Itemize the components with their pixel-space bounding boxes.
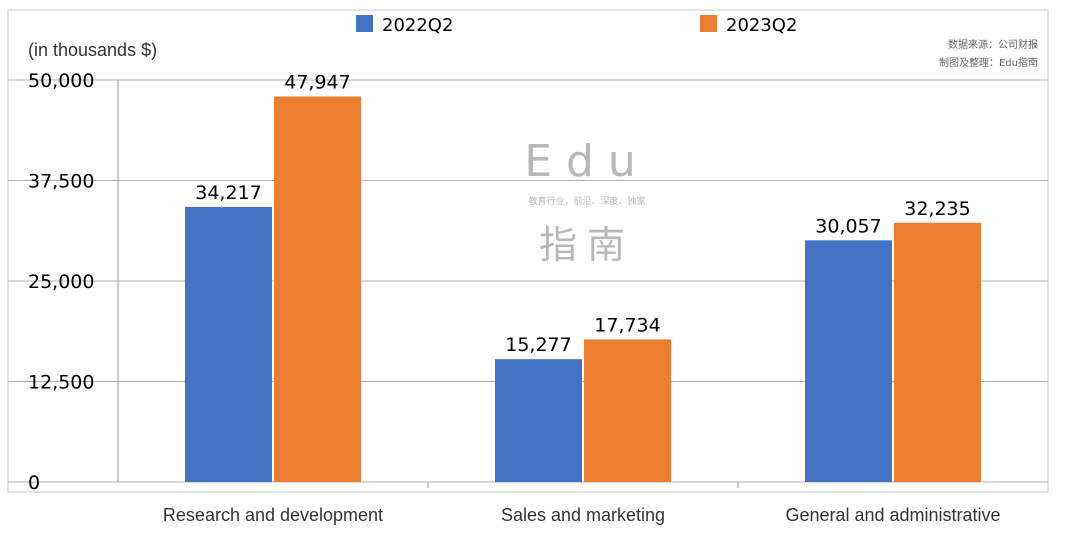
chart-frame bbox=[7, 9, 1049, 493]
bars bbox=[185, 96, 981, 483]
bar-2022Q2 bbox=[185, 206, 272, 482]
bar-2023Q2 bbox=[274, 96, 361, 483]
legend-label: 2023Q2 bbox=[726, 15, 797, 36]
y-tick-label: 50,000 bbox=[28, 70, 94, 92]
bar-2023Q2 bbox=[584, 339, 671, 482]
x-category-label: General and administrative bbox=[785, 505, 1000, 525]
y-tick-label: 0 bbox=[28, 472, 40, 494]
source-note-line1: 数据来源：公司财报 bbox=[948, 38, 1038, 51]
legend: 2022Q2 2023Q2 bbox=[356, 15, 797, 36]
watermark-logo-cn: 指南 bbox=[539, 223, 635, 267]
x-category-labels: Research and development Sales and market… bbox=[163, 505, 1001, 525]
y-tick-label: 37,500 bbox=[28, 171, 94, 193]
data-label: 47,947 bbox=[284, 72, 350, 94]
bar-2022Q2 bbox=[495, 359, 582, 482]
y-axis-unit-label: (in thousands $) bbox=[28, 40, 157, 60]
y-tick-label: 12,500 bbox=[28, 372, 94, 394]
data-label: 17,734 bbox=[594, 314, 660, 336]
data-label: 32,235 bbox=[904, 198, 970, 220]
legend-label: 2022Q2 bbox=[382, 15, 453, 36]
data-label: 30,057 bbox=[815, 215, 881, 237]
data-label: 15,277 bbox=[505, 334, 571, 356]
y-tick-labels: 0 12,500 25,000 37,500 50,000 bbox=[28, 70, 94, 494]
bar-2022Q2 bbox=[805, 240, 892, 482]
data-labels: 34,217 47,947 15,277 17,734 30,057 32,235 bbox=[195, 72, 970, 357]
watermark-tagline: 教育行业，前沿、深度、独家 bbox=[528, 195, 645, 207]
bar-2023Q2 bbox=[894, 222, 981, 482]
data-label: 34,217 bbox=[195, 182, 261, 204]
y-tick-label: 25,000 bbox=[28, 271, 94, 293]
watermark: Edu 教育行业，前沿、深度、独家 指南 bbox=[524, 136, 650, 267]
legend-swatch bbox=[700, 15, 717, 32]
x-category-label: Sales and marketing bbox=[501, 505, 665, 525]
watermark-logo-text: Edu bbox=[524, 136, 650, 187]
source-note-line2: 制图及整理：Edu指南 bbox=[939, 56, 1038, 69]
x-category-label: Research and development bbox=[163, 505, 383, 525]
legend-swatch bbox=[356, 15, 373, 32]
